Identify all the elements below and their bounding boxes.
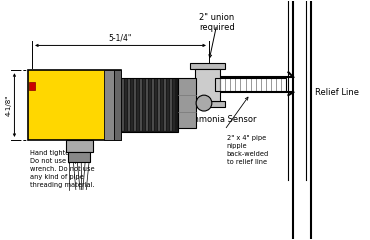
Bar xyxy=(114,70,121,140)
Bar xyxy=(215,78,286,91)
Text: Ammonia Sensor: Ammonia Sensor xyxy=(185,115,257,124)
Bar xyxy=(178,78,196,128)
Text: 5-1/4": 5-1/4" xyxy=(109,33,132,42)
Bar xyxy=(121,78,178,132)
Bar xyxy=(190,63,225,69)
Bar xyxy=(65,140,93,152)
Bar xyxy=(68,152,90,162)
Bar xyxy=(190,101,225,107)
Circle shape xyxy=(196,95,212,111)
Bar xyxy=(29,82,35,90)
Bar xyxy=(215,78,286,91)
Bar xyxy=(195,69,220,101)
Bar xyxy=(28,70,121,140)
Bar xyxy=(196,99,204,107)
Text: Relief Line: Relief Line xyxy=(315,88,359,97)
Text: 2" x 4" pipe
nipple
back-welded
to relief line: 2" x 4" pipe nipple back-welded to relie… xyxy=(226,135,269,165)
Text: Hand tighten only.
Do not use pipe
wrench. Do not use
any kind of pipe
threading: Hand tighten only. Do not use pipe wrenc… xyxy=(30,150,95,188)
Bar xyxy=(293,1,306,239)
Text: 4-1/8": 4-1/8" xyxy=(6,94,11,116)
Text: 2" union
required: 2" union required xyxy=(199,13,235,32)
Bar xyxy=(104,70,114,140)
